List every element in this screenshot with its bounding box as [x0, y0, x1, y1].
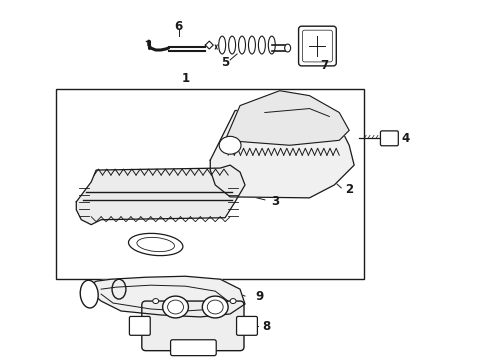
- Bar: [56, 89, 364, 279]
- Ellipse shape: [128, 233, 183, 256]
- Ellipse shape: [239, 36, 245, 54]
- Ellipse shape: [219, 136, 241, 154]
- Ellipse shape: [219, 36, 226, 54]
- Polygon shape: [225, 91, 349, 145]
- Ellipse shape: [230, 298, 236, 303]
- FancyBboxPatch shape: [298, 26, 336, 66]
- Ellipse shape: [269, 36, 275, 54]
- Ellipse shape: [163, 296, 189, 318]
- Ellipse shape: [202, 296, 228, 318]
- Text: 7: 7: [320, 59, 328, 72]
- Ellipse shape: [285, 44, 291, 52]
- Text: 8: 8: [262, 320, 270, 333]
- Ellipse shape: [153, 298, 159, 303]
- Ellipse shape: [80, 280, 98, 308]
- Text: 4: 4: [402, 132, 410, 145]
- Ellipse shape: [229, 36, 236, 54]
- Text: 2: 2: [345, 184, 353, 197]
- Text: 5: 5: [221, 57, 229, 69]
- FancyBboxPatch shape: [171, 340, 216, 356]
- Text: 9: 9: [255, 289, 263, 303]
- Polygon shape: [210, 109, 354, 198]
- FancyBboxPatch shape: [142, 301, 244, 351]
- Polygon shape: [89, 276, 245, 317]
- Ellipse shape: [258, 36, 266, 54]
- Ellipse shape: [248, 36, 255, 54]
- Text: 6: 6: [174, 20, 183, 33]
- FancyBboxPatch shape: [129, 316, 150, 335]
- FancyBboxPatch shape: [380, 131, 398, 146]
- Polygon shape: [76, 165, 245, 225]
- Text: 3: 3: [270, 195, 279, 208]
- FancyBboxPatch shape: [237, 316, 257, 335]
- Text: 1: 1: [181, 72, 190, 85]
